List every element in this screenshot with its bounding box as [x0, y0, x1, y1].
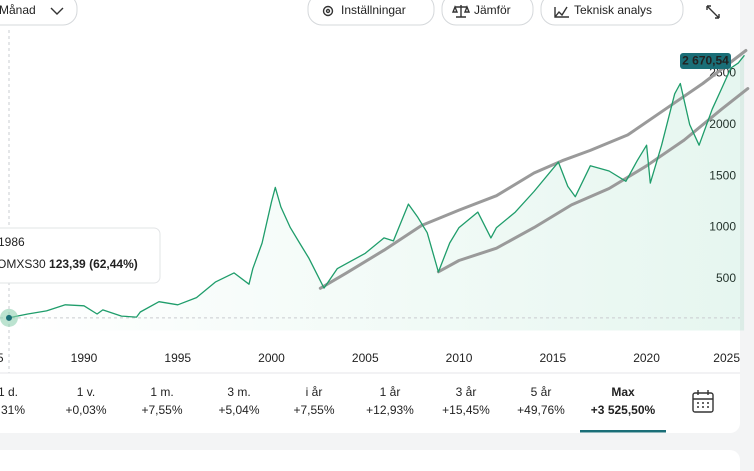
period-change: +7,55%: [293, 403, 334, 417]
period-label: 5 år: [531, 385, 552, 399]
button-label: Teknisk analys: [574, 3, 652, 17]
button-bg: [307, 0, 435, 26]
interval-label: Månad: [0, 3, 36, 17]
period-label: i år: [306, 385, 323, 399]
chart-icon: [554, 6, 569, 18]
period-tab[interactable]: Max +3 525,50%: [580, 385, 666, 433]
period-tab[interactable]: 1 år +12,93%: [366, 385, 414, 417]
x-tick-label: 2000: [258, 351, 285, 365]
calendar-button[interactable]: [692, 390, 714, 413]
calendar-icon: [697, 402, 709, 408]
selected-underline: [580, 430, 666, 433]
x-tick-label: 2015: [539, 351, 566, 365]
period-label: 1 v.: [77, 385, 95, 399]
badge-bg: [680, 53, 731, 69]
chevron: [50, 7, 64, 15]
period-change: +7,55%: [141, 403, 182, 417]
period-change: +5,04%: [218, 403, 259, 417]
tooltip-text: OMXS30 123,39 (62,44%): [0, 257, 138, 271]
period-label: 1 d.: [0, 385, 18, 399]
calendar-icon: [693, 390, 713, 400]
period-change: 0,31%: [0, 403, 25, 417]
trend-line: [436, 87, 750, 274]
x-tick-label: 2025: [713, 351, 740, 365]
tooltip: 1986 OMXS30 123,39 (62,44%): [0, 227, 161, 284]
last-price-label: 2 670,54: [682, 54, 729, 68]
period-tab[interactable]: 1 d. 0,31%: [0, 385, 25, 417]
price-area: [9, 55, 745, 331]
period-label: 3 år: [456, 385, 477, 399]
tooltip-box: [0, 227, 161, 284]
x-tick-label: 1985: [0, 351, 4, 365]
tooltip-name: OMXS30: [0, 257, 46, 271]
period-tab[interactable]: 3 år +15,45%: [442, 385, 490, 417]
period-tab[interactable]: 5 år +49,76%: [517, 385, 565, 417]
button-bg: [0, 0, 78, 26]
period-label: 1 m.: [150, 385, 173, 399]
button-bg: [540, 0, 684, 26]
hover-dot: [6, 314, 13, 321]
last-price-badge: 2 670,54: [680, 53, 731, 69]
period-change: +12,93%: [366, 403, 414, 417]
period-tabs: 1 d. 0,31% 1 v. +0,03% 1 m. +7,55% 3 m. +5,04% i…: [0, 385, 666, 433]
button-label: Jämför: [474, 3, 511, 17]
price-line: [8, 55, 745, 319]
x-tick-label: 2005: [352, 351, 379, 365]
x-tick-label: 1995: [164, 351, 191, 365]
period-change: +3 525,50%: [591, 403, 656, 417]
x-tick-label: 1990: [71, 351, 98, 365]
tooltip-value: 123,39 (62,44%): [49, 257, 138, 271]
period-label: 3 m.: [227, 385, 250, 399]
period-change: +49,76%: [517, 403, 565, 417]
period-label: Max: [611, 385, 635, 399]
compare-button[interactable]: Jämför: [441, 0, 534, 26]
calendar-icon: [692, 392, 714, 413]
period-tab[interactable]: 1 m. +7,55%: [141, 385, 182, 417]
period-change: +0,03%: [65, 403, 106, 417]
gear-icon: [322, 5, 334, 17]
analysis-button[interactable]: Teknisk analys: [540, 0, 684, 26]
gear-icon: [325, 8, 331, 14]
card-below: [0, 450, 740, 471]
button-label: Inställningar: [341, 3, 406, 17]
interval-button[interactable]: Månad: [0, 0, 78, 26]
period-tab[interactable]: 3 m. +5,04%: [218, 385, 259, 417]
x-tick-label: 2020: [633, 351, 660, 365]
tooltip-date: 1986: [0, 235, 25, 249]
trend-line: [318, 49, 748, 290]
scale-icon: [451, 5, 471, 18]
button-bg: [441, 0, 534, 26]
period-change: +15,45%: [442, 403, 490, 417]
settings-button[interactable]: Inställningar: [307, 0, 435, 26]
x-tick-label: 2010: [446, 351, 473, 365]
period-label: 1 år: [380, 385, 401, 399]
period-tab[interactable]: i år +7,55%: [293, 385, 334, 417]
expand-icon[interactable]: [706, 5, 720, 19]
period-tab[interactable]: 1 v. +0,03%: [65, 385, 106, 417]
plot: 1985199019952000200520102015202020255001…: [0, 30, 750, 373]
